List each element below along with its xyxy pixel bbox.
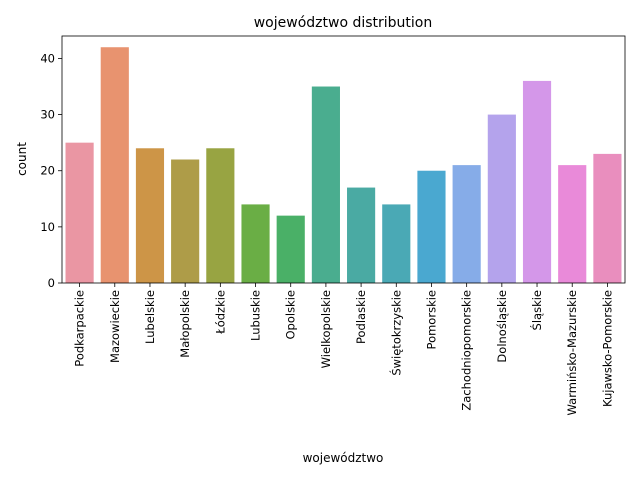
y-tick-label-3: 30 [40, 108, 55, 122]
bar-14 [558, 165, 587, 283]
x-tick-label-0: Podkarpackie [73, 290, 87, 367]
y-axis-label: count [15, 142, 29, 176]
bar-12 [487, 114, 516, 283]
x-axis: Podkarpackie Mazowieckie Lubelskie Małopols… [73, 283, 614, 415]
x-tick-label-7: Wielkopolskie [319, 290, 333, 368]
x-tick-label-11: Zachodniopomorskie [460, 290, 474, 411]
bar-2 [135, 148, 165, 283]
bar-7 [311, 86, 340, 283]
x-tick-label-1: Mazowieckie [108, 290, 122, 363]
bars-group [65, 47, 622, 284]
bar-8 [347, 187, 376, 283]
x-tick-label-4: Łódzkie [213, 290, 227, 335]
bar-3 [171, 159, 200, 283]
x-tick-label-9: Świętokrzyskie [388, 290, 403, 376]
x-tick-label-13: Śląskie [529, 290, 544, 330]
x-tick-label-8: Podlaskie [354, 290, 368, 344]
bar-0 [65, 142, 94, 283]
chart-title: województwo distribution [254, 15, 433, 31]
bar-13 [522, 80, 552, 283]
y-tick-label-4: 40 [40, 51, 55, 65]
x-tick-label-10: Pomorskie [424, 290, 438, 349]
y-tick-label-0: 0 [48, 276, 55, 290]
y-tick-label-1: 10 [40, 220, 55, 234]
bar-4 [206, 148, 235, 283]
x-tick-label-3: Małopolskie [178, 290, 192, 358]
y-axis: 0 10 20 30 40 [40, 51, 62, 290]
y-tick-label-2: 20 [40, 164, 55, 178]
x-axis-label: województwo [303, 451, 384, 465]
plot-frame [61, 35, 626, 284]
x-tick-label-6: Opolskie [284, 290, 298, 340]
bar-10 [417, 170, 446, 283]
bar-11 [452, 165, 481, 283]
x-tick-label-2: Lubelskie [143, 290, 157, 344]
x-tick-label-15: Kujawsko-Pomorskie [600, 290, 614, 407]
x-tick-label-12: Dolnośląskie [495, 290, 509, 363]
bar-6 [276, 215, 305, 283]
x-tick-label-5: Lubuskie [249, 290, 263, 341]
bar-5 [241, 204, 270, 283]
bar-15 [593, 153, 622, 283]
bar-9 [382, 204, 411, 283]
bar-1 [100, 47, 129, 284]
x-tick-label-14: Warmińsko-Mazurskie [565, 290, 579, 415]
